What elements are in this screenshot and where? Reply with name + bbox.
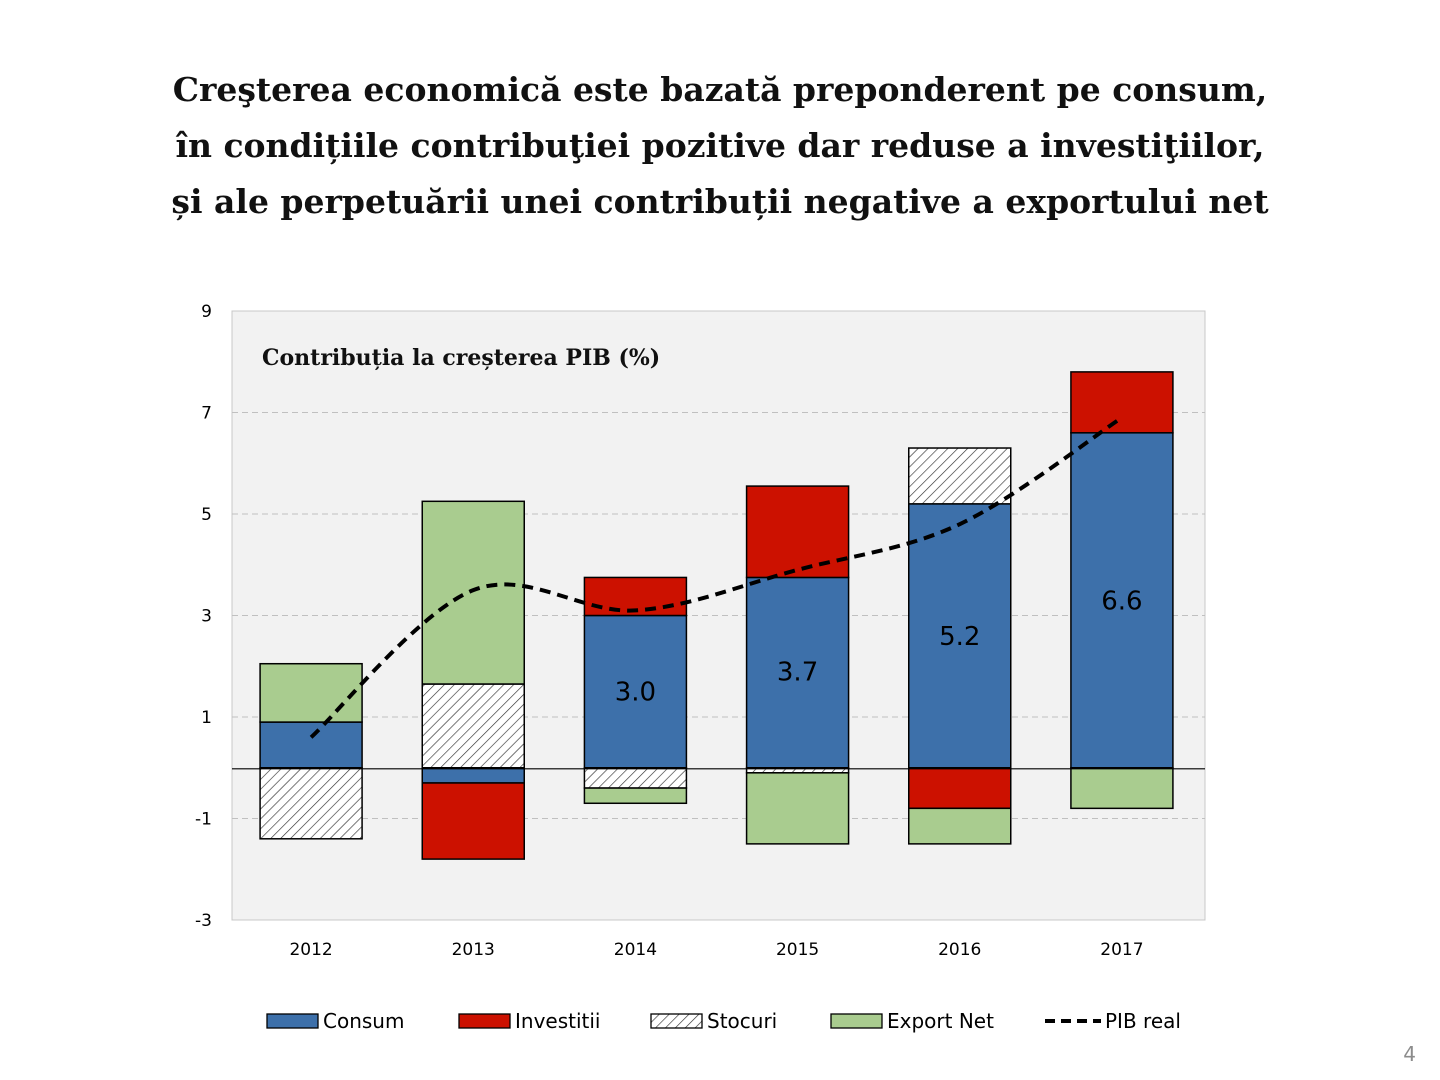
bar-export-net-2015 xyxy=(745,772,850,845)
bar-stocuri-2014 xyxy=(583,767,688,789)
slide-title-line-3: și ale perpetuării unei contribuții nega… xyxy=(171,182,1269,221)
bar-export-net-2013 xyxy=(421,500,525,685)
slide-title: Creşterea economică este bazată preponde… xyxy=(0,62,1440,230)
y-tick-label: -3 xyxy=(195,911,212,931)
bar-stocuri-2012 xyxy=(259,767,363,840)
y-tick-label: 7 xyxy=(201,404,212,424)
bar-consum-2016 xyxy=(908,503,1012,769)
slide-title-line-1: Creşterea economică este bazată preponde… xyxy=(172,70,1268,109)
x-tick-label: 2014 xyxy=(614,940,657,960)
bar-consum-2014 xyxy=(583,614,688,769)
bar-investitii-2013 xyxy=(421,782,525,860)
bar-investitii-2015 xyxy=(745,485,850,579)
bar-export-net-2014 xyxy=(583,787,688,805)
bar-investitii-2016 xyxy=(908,767,1012,810)
legend-label-investitii: Investitii xyxy=(515,1009,601,1033)
y-tick-label: 1 xyxy=(201,708,212,728)
data-label-2015: 3.7 xyxy=(777,657,818,687)
data-label-2017: 6.6 xyxy=(1101,586,1142,616)
bar-consum-2013 xyxy=(421,767,525,784)
x-tick-label: 2017 xyxy=(1100,940,1143,960)
bar-consum-2017 xyxy=(1070,432,1174,769)
bar-export-net-2017 xyxy=(1070,767,1174,810)
x-tick-label: 2013 xyxy=(452,940,495,960)
chart-title: Contribuția la creșterea PIB (%) xyxy=(262,345,660,371)
grid-lines xyxy=(232,412,1205,819)
data-labels: 3.0 3.7 5.2 6.6 xyxy=(615,586,1143,707)
line-pib-real xyxy=(309,415,1124,739)
bar-stocuri-2016 xyxy=(908,447,1012,505)
bars xyxy=(259,371,1174,860)
legend-label-stocuri: Stocuri xyxy=(707,1009,777,1033)
legend-swatch-export-net xyxy=(830,1013,883,1029)
legend: Consum Investitii Stocuri Export Net PIB rea… xyxy=(266,1009,1181,1033)
x-tick-labels: 2012 2013 2014 2015 2016 2017 xyxy=(289,940,1143,960)
legend-swatch-stocuri xyxy=(650,1013,703,1029)
bar-investitii-2017 xyxy=(1070,371,1174,434)
page-number: 4 xyxy=(1403,1042,1416,1066)
slide-title-line-2: în condițiile contribuţiei pozitive dar … xyxy=(175,126,1265,165)
x-tick-label: 2012 xyxy=(289,940,332,960)
legend-label-pib-real: PIB real xyxy=(1105,1009,1181,1033)
legend-swatch-consum xyxy=(266,1013,319,1029)
bar-consum-2012 xyxy=(259,721,363,769)
legend-label-export-net: Export Net xyxy=(887,1009,994,1033)
y-tick-labels: -3 -1 1 3 5 7 9 xyxy=(195,302,212,931)
pib-real-line xyxy=(309,415,1124,739)
bar-export-net-2012 xyxy=(259,662,363,723)
legend-swatch-investitii xyxy=(458,1013,511,1029)
x-tick-label: 2015 xyxy=(776,940,819,960)
bar-export-net-2016 xyxy=(908,807,1012,845)
bar-consum-2015 xyxy=(745,576,850,769)
y-tick-label: 9 xyxy=(201,302,212,322)
y-tick-label: -1 xyxy=(195,810,212,830)
data-label-2014: 3.0 xyxy=(615,678,656,708)
bar-stocuri-2013 xyxy=(421,683,525,769)
y-tick-label: 5 xyxy=(201,505,212,525)
y-tick-label: 3 xyxy=(201,607,212,627)
data-label-2016: 5.2 xyxy=(939,622,980,652)
legend-label-consum: Consum xyxy=(323,1009,404,1033)
x-tick-label: 2016 xyxy=(938,940,981,960)
